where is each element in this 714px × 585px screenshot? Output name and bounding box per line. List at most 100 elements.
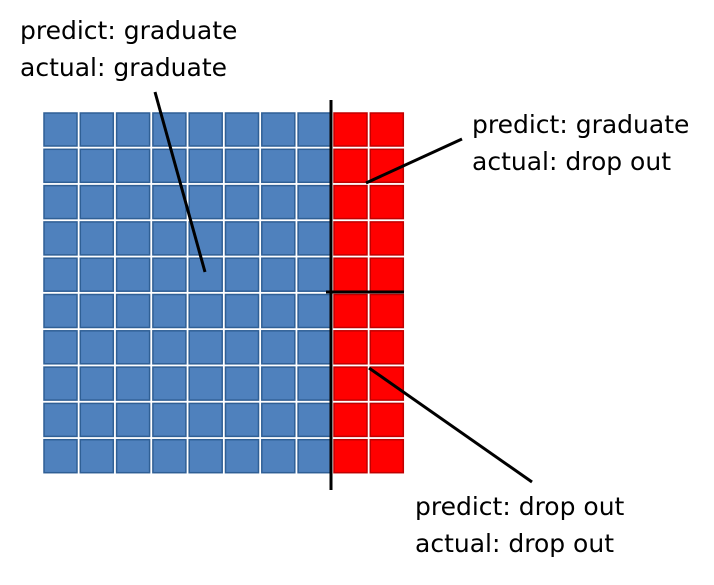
blue-cell bbox=[224, 293, 260, 329]
blue-cell bbox=[43, 257, 78, 292]
blue-cell bbox=[297, 402, 332, 438]
red-cell bbox=[333, 184, 368, 220]
actual-text: actual: drop out bbox=[472, 147, 671, 176]
blue-cell bbox=[115, 402, 151, 438]
blue-cell bbox=[152, 221, 187, 256]
blue-cell bbox=[115, 184, 151, 220]
blue-cell bbox=[115, 148, 151, 184]
blue-cell bbox=[43, 293, 78, 329]
blue-cell bbox=[43, 148, 78, 184]
blue-cell bbox=[297, 438, 332, 474]
blue-cell bbox=[43, 330, 78, 365]
red-cell bbox=[333, 366, 368, 401]
blue-cell bbox=[297, 257, 332, 292]
blue-cell bbox=[115, 257, 151, 292]
blue-cell bbox=[79, 330, 115, 365]
blue-cell bbox=[261, 148, 296, 184]
blue-cell bbox=[79, 221, 115, 256]
blue-cell bbox=[188, 438, 223, 474]
blue-cell bbox=[224, 402, 260, 438]
annotation-true-graduate: predict: graduate actual: graduate bbox=[20, 12, 237, 86]
pointer-line-bottom-right bbox=[368, 366, 533, 484]
red-cell bbox=[369, 148, 405, 184]
blue-cell bbox=[224, 221, 260, 256]
predict-text: predict: graduate bbox=[472, 110, 690, 139]
blue-cell bbox=[115, 366, 151, 401]
blue-cell bbox=[224, 184, 260, 220]
blue-cell bbox=[188, 257, 223, 292]
red-cell bbox=[333, 438, 368, 474]
blue-cell bbox=[152, 257, 187, 292]
red-cell bbox=[333, 148, 368, 184]
annotation-false-graduate: predict: graduate actual: drop out bbox=[472, 106, 689, 180]
blue-cell bbox=[297, 112, 332, 147]
blue-cell bbox=[224, 148, 260, 184]
pointer-line-top-right bbox=[365, 137, 463, 185]
blue-cell bbox=[261, 402, 296, 438]
blue-cell bbox=[188, 148, 223, 184]
blue-cell bbox=[43, 438, 78, 474]
red-cell bbox=[369, 221, 405, 256]
blue-cell bbox=[152, 438, 187, 474]
blue-cell bbox=[115, 112, 151, 147]
blue-cell bbox=[224, 438, 260, 474]
blue-cell bbox=[224, 112, 260, 147]
predict-text: predict: drop out bbox=[415, 492, 625, 521]
blue-cell bbox=[297, 148, 332, 184]
blue-cell bbox=[297, 221, 332, 256]
blue-cell bbox=[261, 330, 296, 365]
blue-cell bbox=[79, 402, 115, 438]
blue-cell bbox=[152, 402, 187, 438]
blue-cell bbox=[43, 402, 78, 438]
blue-cell bbox=[188, 112, 223, 147]
red-cell bbox=[369, 184, 405, 220]
blue-cell bbox=[152, 293, 187, 329]
pointer-line-top-left bbox=[153, 91, 207, 273]
blue-cell bbox=[152, 148, 187, 184]
blue-cell bbox=[115, 330, 151, 365]
blue-cell bbox=[297, 184, 332, 220]
blue-cell bbox=[43, 366, 78, 401]
blue-cell bbox=[261, 293, 296, 329]
blue-cell bbox=[261, 221, 296, 256]
blue-cell bbox=[115, 293, 151, 329]
blue-cell bbox=[188, 293, 223, 329]
blue-cell bbox=[188, 402, 223, 438]
red-cell bbox=[369, 402, 405, 438]
red-cell bbox=[369, 112, 405, 147]
blue-cell bbox=[43, 112, 78, 147]
blue-cell bbox=[224, 257, 260, 292]
red-cell bbox=[333, 112, 368, 147]
blue-cell bbox=[43, 221, 78, 256]
blue-cell bbox=[115, 438, 151, 474]
blue-cell bbox=[261, 184, 296, 220]
blue-cell bbox=[224, 366, 260, 401]
blue-cell bbox=[152, 366, 187, 401]
red-cell bbox=[369, 330, 405, 365]
blue-cell bbox=[79, 293, 115, 329]
blue-cell bbox=[297, 330, 332, 365]
annotation-true-drop-out: predict: drop out actual: drop out bbox=[415, 488, 624, 562]
blue-cell bbox=[43, 184, 78, 220]
blue-cell bbox=[261, 257, 296, 292]
predict-text: predict: graduate bbox=[20, 16, 238, 45]
blue-cell bbox=[79, 148, 115, 184]
blue-cell bbox=[188, 330, 223, 365]
blue-cell bbox=[261, 438, 296, 474]
blue-cell bbox=[152, 330, 187, 365]
red-cell bbox=[369, 257, 405, 292]
red-cell bbox=[369, 293, 405, 329]
red-cell bbox=[333, 330, 368, 365]
blue-cell bbox=[188, 184, 223, 220]
blue-cell bbox=[188, 366, 223, 401]
blue-cell bbox=[261, 366, 296, 401]
blue-cell bbox=[79, 112, 115, 147]
blue-cell bbox=[297, 366, 332, 401]
blue-cell bbox=[297, 293, 332, 329]
actual-text: actual: drop out bbox=[415, 529, 614, 558]
red-cell bbox=[369, 438, 405, 474]
cell-grid bbox=[43, 112, 405, 474]
red-cell bbox=[333, 257, 368, 292]
actual-text: actual: graduate bbox=[20, 53, 228, 82]
